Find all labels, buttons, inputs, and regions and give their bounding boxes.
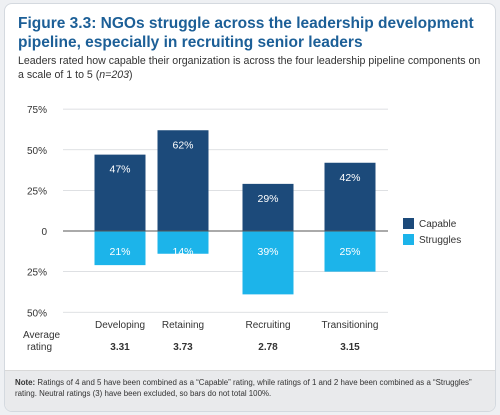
chart-subtitle: Leaders rated how capable their organiza…	[18, 54, 488, 82]
capable-bar-recruiting	[242, 183, 294, 231]
category-label: Recruiting	[245, 320, 290, 331]
average-rating-value: 3.73	[173, 342, 193, 353]
capable-value-label: 29%	[257, 193, 278, 205]
average-rating-value: 3.15	[340, 342, 360, 353]
struggles-bar-transitioning	[324, 231, 376, 272]
capable-value-label: 42%	[339, 172, 360, 184]
y-tick-label: 0	[41, 227, 47, 238]
subtitle-text: Leaders rated how capable their organiza…	[18, 55, 481, 81]
capable-value-label: 62%	[172, 139, 193, 151]
capable-bar-transitioning	[324, 162, 376, 231]
sample-size: n=203	[99, 69, 130, 81]
category-label: Developing	[95, 320, 145, 331]
category-label: Retaining	[162, 320, 204, 331]
chart-note: Note: Ratings of 4 and 5 have been combi…	[5, 370, 495, 411]
note-label: Note:	[15, 378, 36, 387]
y-tick-label: 25%	[27, 268, 47, 279]
struggles-value-label: 25%	[339, 246, 360, 258]
y-tick-label: 50%	[27, 308, 47, 319]
legend-label-struggles: Struggles	[419, 235, 461, 246]
capable-bar-retaining	[157, 130, 209, 231]
figure-card: Figure 3.3: NGOs struggle across the lea…	[4, 3, 496, 412]
legend-swatch-capable	[403, 218, 414, 229]
struggles-bar-recruiting	[242, 231, 294, 295]
subtitle-end: )	[129, 69, 133, 81]
category-label: Transitioning	[322, 320, 379, 331]
average-rating-label: Average	[23, 330, 61, 341]
struggles-bar-retaining	[157, 231, 209, 254]
chart-title: Figure 3.3: NGOs struggle across the lea…	[18, 15, 474, 51]
legend-swatch-struggles	[403, 234, 414, 245]
y-tick-label: 50%	[27, 146, 47, 157]
y-tick-label: 75%	[27, 105, 47, 116]
capable-value-label: 47%	[109, 164, 130, 176]
struggles-value-label: 21%	[109, 246, 130, 258]
y-tick-label: 25%	[27, 186, 47, 197]
average-rating-value: 3.31	[110, 342, 130, 353]
capable-bar-developing	[94, 154, 146, 231]
average-rating-label: rating	[27, 342, 52, 353]
struggles-bar-developing	[94, 231, 146, 266]
legend-label-capable: Capable	[419, 219, 457, 230]
struggles-value-label: 39%	[257, 246, 278, 258]
average-rating-value: 2.78	[258, 342, 278, 353]
struggles-value-label: 14%	[172, 246, 193, 258]
note-text: Ratings of 4 and 5 have been combined as…	[15, 378, 472, 398]
bar-chart: 75% 50% 25% 0 25% 50% 47% 21% Developing 3.31 62% 1…	[23, 105, 461, 353]
